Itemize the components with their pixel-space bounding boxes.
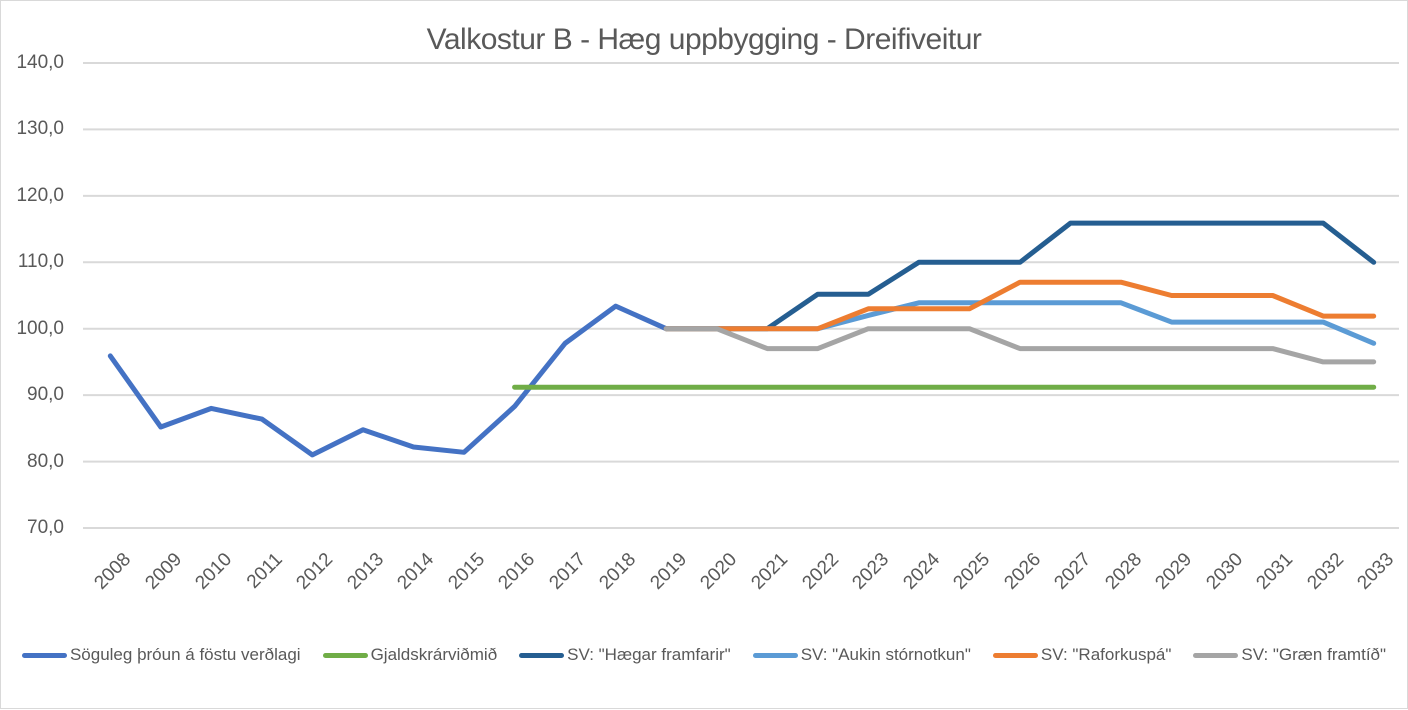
series-line-0	[107, 303, 669, 458]
chart-title: Valkostur B - Hæg uppbygging - Dreifivei…	[426, 23, 982, 56]
legend-marker	[752, 652, 798, 658]
y-tick-label: 70,0	[27, 517, 64, 538]
legend-label: SV: "Raforkuspá"	[1040, 645, 1172, 664]
legend-marker	[992, 652, 1038, 658]
y-tick-label: 110,0	[17, 251, 64, 273]
y-tick-label: 90,0	[27, 384, 64, 406]
legend: Söguleg þróun á föstu verðlagi Gjaldskrár…	[1, 645, 1407, 665]
series-line-4	[663, 279, 1377, 332]
legend-item-4: SV: "Raforkuspá"	[992, 645, 1172, 665]
y-tick-label: 100,0	[16, 317, 64, 339]
legend-marker	[322, 652, 368, 658]
legend-item-5: SV: "Græn framtíð"	[1193, 645, 1386, 665]
legend-label: SV: "Aukin stórnotkun"	[800, 645, 971, 664]
y-tick-label: 120,0	[16, 184, 64, 206]
series-line-5	[663, 326, 1377, 365]
legend-label: Gjaldskrárviðmið	[370, 645, 498, 664]
legend-marker	[1193, 652, 1239, 658]
y-tick-label: 140,0	[16, 52, 64, 73]
y-tick-label: 80,0	[27, 450, 64, 472]
legend-item-3: SV: "Aukin stórnotkun"	[752, 645, 971, 665]
legend-label: SV: "Hægar framfarir"	[567, 645, 731, 664]
legend-item-0: Söguleg þróun á föstu verðlagi	[21, 645, 301, 665]
legend-item-2: SV: "Hægar framfarir"	[519, 645, 731, 665]
y-tick-label: 130,0	[16, 118, 64, 140]
legend-label: Söguleg þróun á föstu verðlagi	[69, 645, 301, 664]
legend-marker	[21, 652, 67, 658]
legend-item-1: Gjaldskrárviðmið	[322, 645, 498, 665]
series-line-2	[663, 220, 1377, 332]
legend-marker	[519, 652, 565, 658]
legend-label: SV: "Græn framtíð"	[1241, 645, 1387, 664]
